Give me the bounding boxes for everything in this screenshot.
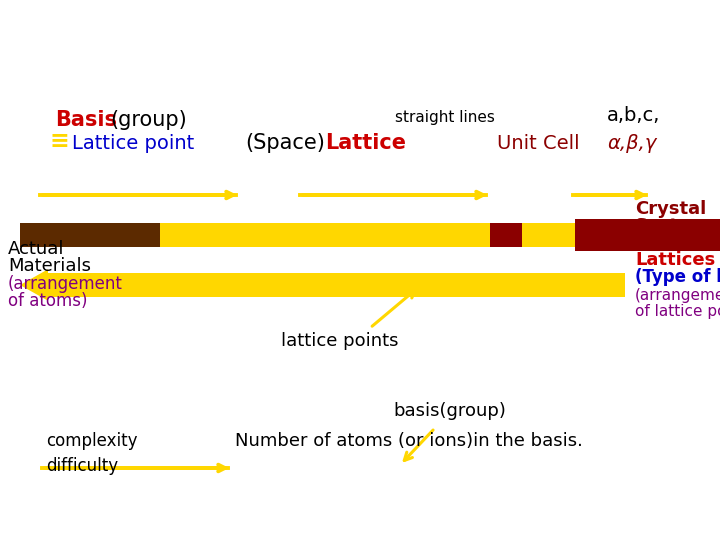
Bar (575, 219, 720, 251)
Text: Basis: Basis (55, 110, 117, 130)
Bar (48, 273, 625, 296)
Text: difficulty: difficulty (46, 457, 118, 475)
Text: Lattice: Lattice (325, 133, 406, 153)
Text: of atoms): of atoms) (8, 292, 88, 310)
Text: (group): (group) (110, 110, 186, 130)
Text: (arrangement: (arrangement (635, 288, 720, 303)
Text: basis(group): basis(group) (394, 402, 506, 420)
Text: straight lines: straight lines (395, 110, 495, 125)
Polygon shape (20, 269, 48, 301)
Text: α,β,γ: α,β,γ (607, 134, 657, 153)
Text: ≡: ≡ (50, 129, 70, 153)
Text: lattice points: lattice points (282, 332, 399, 350)
Text: Number of atoms (or ions)in the basis.: Number of atoms (or ions)in the basis. (235, 432, 583, 450)
Text: Unit Cell: Unit Cell (497, 134, 580, 153)
Text: Crystal: Crystal (635, 200, 706, 218)
Text: Materials: Materials (8, 257, 91, 275)
Text: Systems: Systems (635, 217, 720, 235)
Text: (arrangement: (arrangement (8, 275, 123, 293)
Polygon shape (637, 219, 665, 251)
Bar (20, 224, 165, 247)
Text: (Space): (Space) (245, 133, 325, 153)
Text: (Type of lattice: (Type of lattice (635, 268, 720, 286)
Text: Actual: Actual (8, 240, 65, 258)
Text: complexity: complexity (46, 432, 138, 450)
Text: Bravais: Bravais (635, 234, 710, 252)
Bar (160, 224, 637, 247)
Text: Lattice point: Lattice point (72, 134, 194, 153)
Bar (490, 224, 522, 247)
Text: a,b,c,: a,b,c, (607, 106, 660, 125)
Text: Lattices: Lattices (635, 251, 715, 269)
Text: of lattice point: of lattice point (635, 304, 720, 319)
